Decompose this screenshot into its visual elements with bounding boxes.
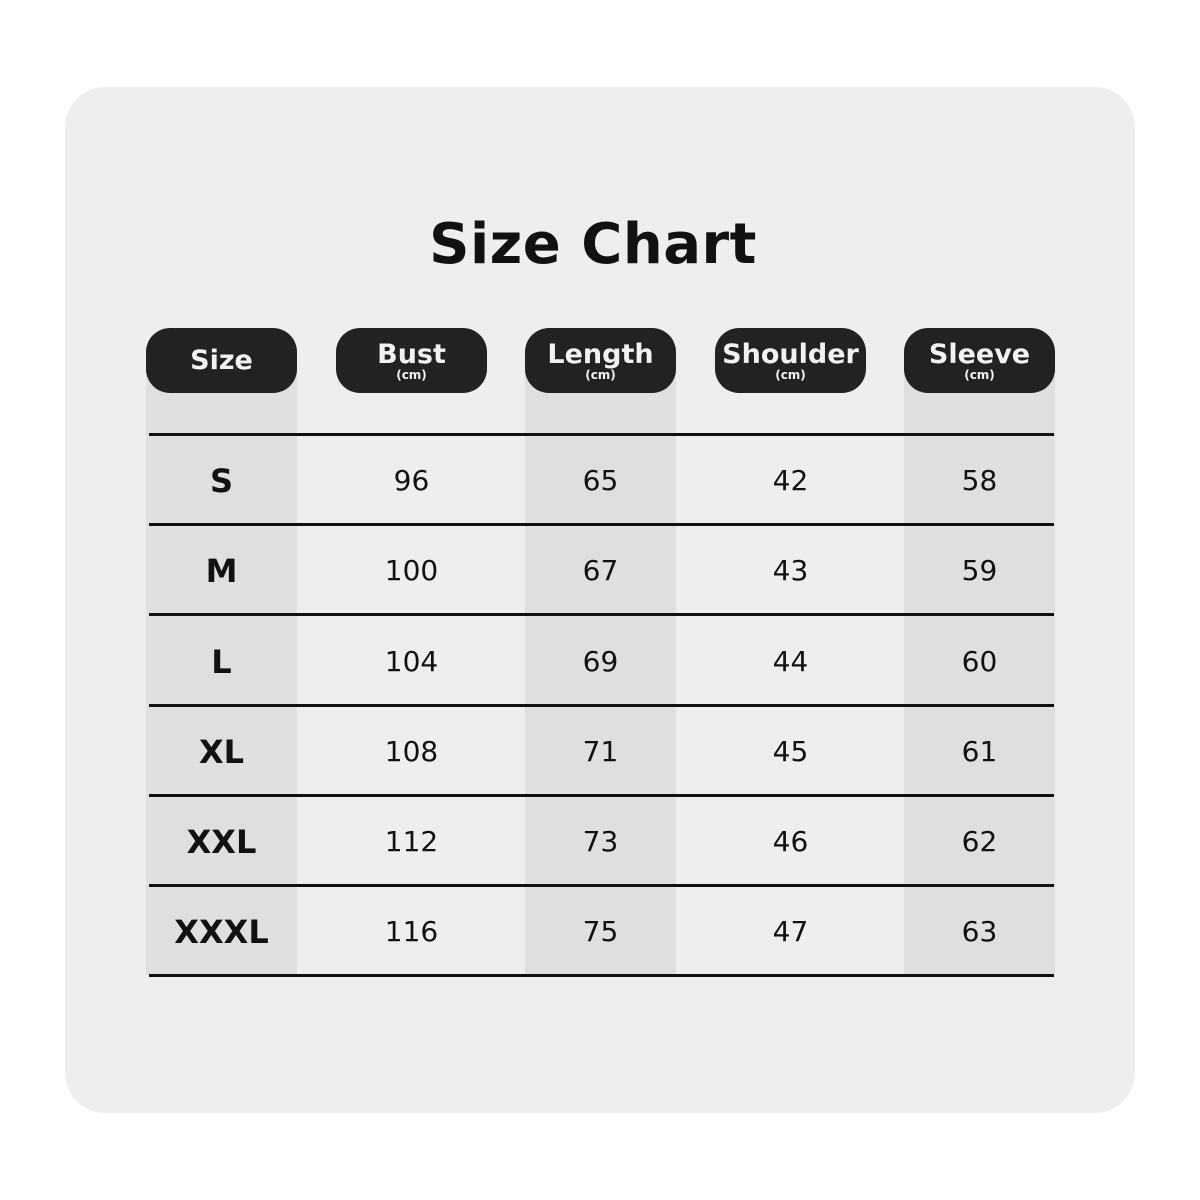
measurement-cell: 71	[582, 735, 619, 768]
measurement-cell: 47	[772, 915, 809, 948]
row-divider	[149, 974, 1054, 977]
column-header-sleeve: Sleeve (cm)	[904, 328, 1055, 393]
row-divider	[149, 704, 1054, 707]
measurement-cell: 73	[582, 825, 619, 858]
size-label: XXXL	[174, 913, 269, 951]
measurement-cell: 44	[772, 644, 809, 678]
row-divider	[149, 794, 1054, 797]
column-header-size: Size	[146, 328, 297, 393]
measurement-cell: 42	[772, 464, 809, 497]
measurement-cell: 108	[384, 735, 439, 768]
measurement-cell: 62	[961, 825, 998, 858]
measurement-cell: 104	[384, 644, 439, 678]
column-header-unit: (cm)	[964, 367, 995, 382]
measurement-cell: 69	[582, 644, 619, 678]
measurement-cell: 59	[961, 554, 998, 587]
measurement-cell: 112	[384, 825, 439, 858]
column-header-label: Shoulder	[722, 338, 859, 370]
size-label: XXL	[186, 823, 257, 861]
measurement-cell: 46	[772, 825, 809, 858]
column-header-bust: Bust (cm)	[336, 328, 487, 393]
column-header-unit: (cm)	[585, 367, 616, 382]
column-header-length: Length (cm)	[525, 328, 676, 393]
measurement-cell: 75	[582, 915, 619, 948]
measurement-cell: 65	[582, 464, 619, 497]
column-header-unit: (cm)	[396, 367, 427, 382]
column-stripe	[146, 360, 297, 975]
column-header-label: Sleeve	[928, 338, 1031, 370]
row-divider	[149, 884, 1054, 887]
column-stripe	[525, 360, 676, 975]
column-header-label: Bust	[377, 338, 446, 370]
column-header-label: Size	[190, 344, 253, 376]
page-title: Size Chart	[429, 212, 757, 277]
column-header-label: Length	[547, 338, 654, 370]
measurement-cell: 116	[384, 915, 439, 948]
row-divider	[149, 523, 1054, 526]
column-header-shoulder: Shoulder (cm)	[715, 328, 866, 393]
row-divider	[149, 433, 1054, 436]
measurement-cell: 61	[961, 735, 998, 768]
measurement-cell: 63	[961, 915, 998, 948]
measurement-cell: 60	[961, 644, 998, 678]
measurement-cell: 58	[961, 464, 998, 497]
measurement-cell: 43	[772, 554, 809, 587]
column-stripe	[904, 360, 1055, 975]
measurement-cell: 67	[582, 554, 619, 587]
size-label: S	[209, 462, 234, 500]
size-label: XL	[198, 733, 245, 771]
size-label: M	[205, 552, 238, 590]
row-divider	[149, 613, 1054, 616]
column-header-unit: (cm)	[775, 367, 806, 382]
measurement-cell: 100	[384, 554, 439, 587]
measurement-cell: 45	[772, 735, 809, 768]
measurement-cell: 96	[393, 464, 430, 497]
size-label: L	[211, 642, 232, 681]
